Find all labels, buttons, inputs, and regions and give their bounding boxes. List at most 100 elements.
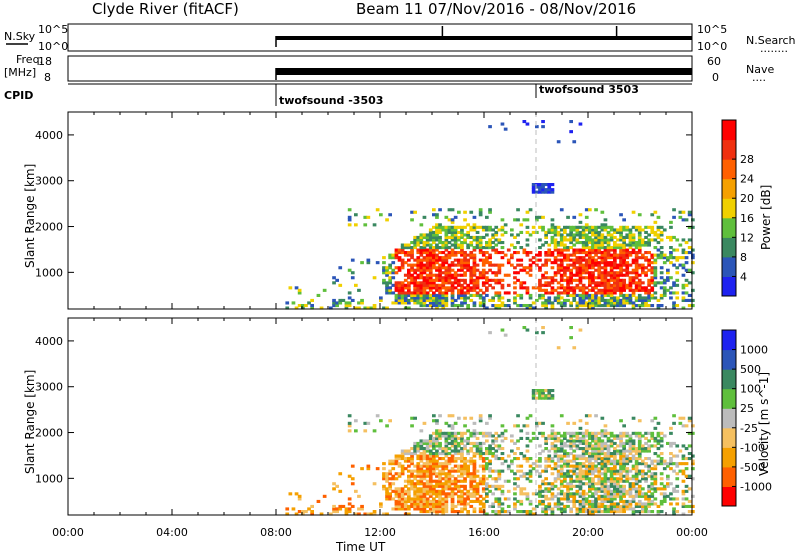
power-cell: [603, 258, 608, 262]
velocity-cell: [531, 462, 536, 466]
velocity-cell: [637, 434, 642, 438]
power-cell: [444, 235, 449, 239]
velocity-cell: [450, 454, 455, 458]
velocity-cell: [338, 489, 343, 493]
velocity-cell: [341, 504, 346, 508]
velocity-cell: [485, 492, 489, 496]
power-cell: [469, 243, 474, 247]
power-cell: [435, 296, 439, 300]
power-cell: [428, 228, 433, 232]
power-cell: [637, 238, 642, 242]
power-cell: [644, 286, 648, 290]
power-cell: [597, 251, 602, 255]
power-cell: [634, 283, 639, 287]
power-cell: [691, 225, 695, 229]
power-cell: [510, 256, 514, 260]
power-cell: [669, 256, 673, 260]
power-cell: [444, 248, 449, 252]
power-cell: [422, 258, 427, 262]
velocity-cell: [578, 507, 583, 511]
power-cell: [584, 223, 589, 227]
power-cell: [578, 230, 583, 234]
power-cell: [469, 268, 474, 272]
power-cell: [550, 190, 555, 194]
power-cell: [460, 293, 464, 297]
velocity-cell: [603, 431, 608, 435]
velocity-cell: [397, 499, 402, 503]
velocity-cell: [472, 429, 477, 433]
velocity-cell: [575, 434, 580, 438]
velocity-cell: [666, 494, 670, 498]
velocity-cell: [575, 492, 580, 496]
power-cell: [641, 304, 645, 308]
velocity-cell: [681, 504, 686, 508]
velocity-cell: [447, 484, 452, 488]
x-axis-label: Time UT: [335, 540, 386, 554]
velocity-cell: [619, 436, 623, 440]
power-cell: [631, 241, 636, 245]
velocity-cell: [609, 499, 614, 503]
power-cell: [425, 291, 430, 295]
velocity-cell: [488, 484, 492, 488]
power-cell: [641, 253, 645, 257]
power-cell: [631, 281, 636, 285]
velocity-cell: [553, 434, 558, 438]
velocity-cell: [435, 419, 439, 423]
velocity-cell: [469, 449, 474, 453]
velocity-cell: [669, 467, 673, 471]
velocity-cell: [594, 414, 598, 418]
power-cell: [319, 306, 324, 310]
power-cell: [435, 235, 439, 239]
velocity-cell: [538, 494, 542, 498]
power-cell: [662, 281, 667, 285]
velocity-cell: [569, 507, 573, 511]
power-cell: [591, 286, 595, 290]
power-cell: [541, 263, 545, 267]
velocity-cell: [494, 436, 499, 440]
velocity-cell: [600, 464, 605, 468]
power-cell: [525, 122, 530, 126]
power-cell: [435, 261, 439, 265]
velocity-cell: [616, 484, 620, 488]
velocity-cell: [460, 474, 464, 478]
velocity-cell: [600, 429, 605, 433]
power-cell: [584, 253, 589, 257]
velocity-cell: [457, 431, 461, 435]
power-cell: [510, 253, 514, 257]
power-cell: [485, 233, 489, 237]
power-cell: [538, 278, 542, 282]
velocity-cell: [591, 472, 595, 476]
power-cell: [410, 298, 414, 302]
colorbar-frame: [721, 329, 737, 507]
velocity-cell: [541, 479, 545, 483]
velocity-cell: [382, 484, 386, 488]
velocity-cell: [637, 502, 642, 506]
velocity-cell: [575, 489, 580, 493]
velocity-cell: [410, 424, 414, 428]
y-tick-label: 1000: [35, 266, 63, 279]
velocity-cell: [622, 444, 626, 448]
velocity-cell: [506, 454, 511, 458]
velocity-cell: [569, 336, 573, 340]
power-cell: [650, 281, 655, 285]
velocity-cell: [613, 459, 617, 463]
velocity-cell: [584, 439, 589, 443]
power-cell: [538, 251, 542, 255]
power-cell: [644, 230, 648, 234]
velocity-cell: [653, 482, 658, 486]
velocity-cell: [469, 477, 474, 481]
velocity-cell: [463, 492, 467, 496]
power-cell: [441, 266, 446, 270]
velocity-cell: [441, 489, 446, 493]
velocity-cell: [438, 414, 442, 418]
power-cell: [441, 246, 446, 250]
velocity-cell: [488, 504, 492, 508]
velocity-cell: [297, 497, 302, 501]
velocity-cell: [591, 449, 595, 453]
velocity-cell: [510, 469, 514, 473]
power-cell: [513, 298, 517, 302]
velocity-cell: [538, 457, 542, 461]
power-cell: [488, 298, 492, 302]
power-cell: [466, 266, 470, 270]
velocity-cell: [435, 436, 439, 440]
